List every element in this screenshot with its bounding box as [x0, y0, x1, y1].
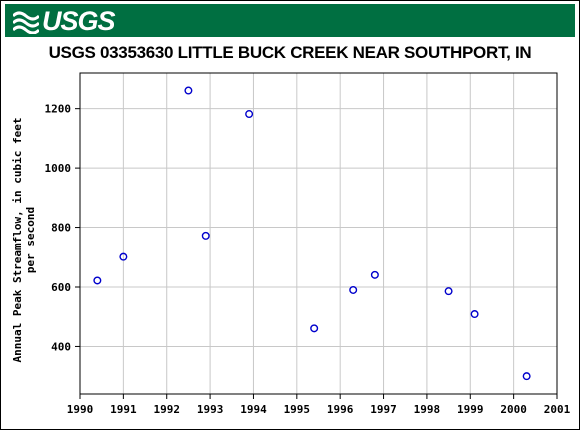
data-point	[522, 372, 531, 381]
data-point	[370, 270, 379, 279]
x-tick-label: 1998	[414, 403, 441, 416]
x-tick-label: 1993	[197, 403, 224, 416]
usgs-wave-icon	[13, 8, 39, 34]
data-point	[201, 231, 210, 240]
y-tick-label: 1000	[45, 162, 72, 175]
data-point	[184, 86, 193, 95]
x-tick-label: 1991	[110, 403, 137, 416]
x-tick-label: 1999	[457, 403, 484, 416]
x-tick-label: 2001	[544, 403, 571, 416]
x-tick-label: 1990	[67, 403, 94, 416]
x-tick-label: 2000	[500, 403, 527, 416]
data-point	[119, 252, 128, 261]
data-point	[444, 287, 453, 296]
x-tick-label: 1992	[153, 403, 180, 416]
data-point	[93, 276, 102, 285]
x-tick-label: 1997	[370, 403, 397, 416]
chart-title: USGS 03353630 LITTLE BUCK CREEK NEAR SOU…	[48, 43, 532, 62]
data-point	[470, 310, 479, 319]
x-tick-label: 1996	[327, 403, 354, 416]
y-tick-label: 400	[51, 340, 71, 353]
usgs-logo-text: USGS	[42, 6, 116, 36]
data-point	[349, 285, 358, 294]
y-tick-label: 800	[51, 222, 71, 235]
usgs-logo[interactable]: USGS	[13, 6, 116, 36]
y-tick-label: 600	[51, 281, 71, 294]
data-point	[245, 110, 254, 119]
x-tick-label: 1994	[240, 403, 267, 416]
usgs-banner: USGS	[5, 4, 575, 37]
y-tick-label: 1200	[45, 103, 72, 116]
plot-area-border	[79, 72, 558, 395]
data-point	[310, 324, 319, 333]
x-tick-label: 1995	[284, 403, 311, 416]
